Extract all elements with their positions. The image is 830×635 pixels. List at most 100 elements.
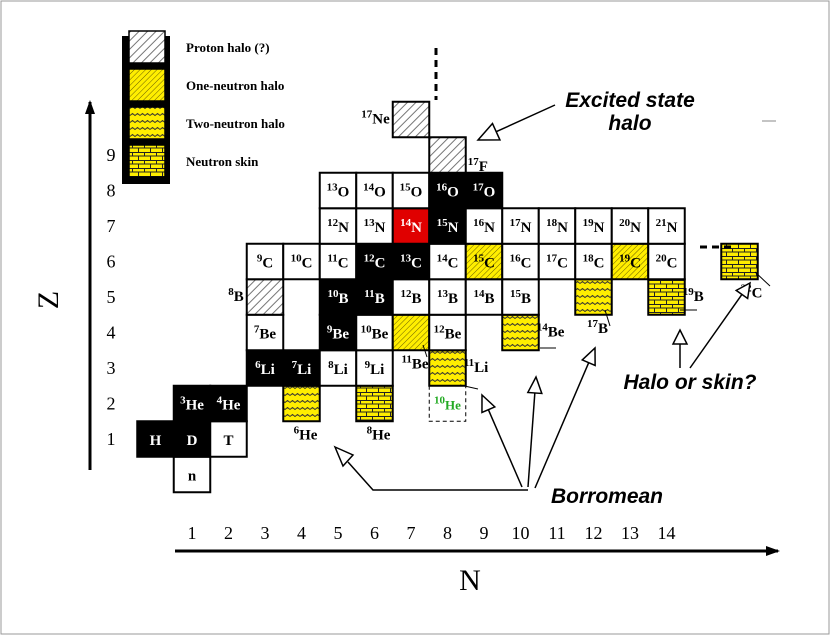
- mass-number: 14: [400, 217, 412, 229]
- z-axis-title: Z: [32, 291, 65, 309]
- element-symbol: C: [594, 256, 605, 272]
- mass-number: 17: [587, 318, 599, 330]
- mass-number: 6: [255, 359, 261, 371]
- element-symbol: N: [375, 220, 386, 236]
- excited-state-label-line2: halo: [608, 112, 651, 135]
- nuclide-cell-20C: [647, 242, 686, 281]
- nuclide-cell-6He: [282, 384, 321, 423]
- nuclide-cell-15N: [428, 207, 467, 245]
- mass-number: 8: [328, 359, 334, 371]
- nuclide-label-16O: 16O: [436, 182, 459, 201]
- mass-number: 14: [537, 322, 549, 334]
- mass-number: 11: [364, 288, 374, 300]
- n-tick-label: 12: [585, 523, 603, 543]
- nuclide-cell-17O: [464, 171, 504, 210]
- n-tick-label: 13: [621, 523, 639, 543]
- element-symbol: He: [222, 398, 241, 414]
- nuclide-label-20C: 20C: [656, 253, 678, 272]
- excited-state-label: Excited state: [565, 89, 695, 112]
- nuclide-cell-17C: [537, 242, 577, 281]
- nuclide-label-9C: 9C: [257, 253, 273, 272]
- borromean-arrow-6he-shaft: [347, 461, 528, 491]
- element-symbol: C: [667, 256, 678, 272]
- mass-number: 13: [364, 217, 376, 229]
- nuclide-label-17F: 17F: [468, 156, 488, 175]
- element-symbol: C: [484, 256, 495, 272]
- element-symbol: B: [448, 291, 458, 307]
- nuclide-label-11Li: 11Li: [464, 357, 489, 376]
- nuclide-label-19N: 19N: [583, 217, 605, 236]
- nuclide-label-10C: 10C: [291, 253, 313, 272]
- mass-number: 10: [327, 288, 339, 300]
- legend-label-proton: Proton halo (?): [186, 40, 270, 55]
- element-symbol: Be: [445, 327, 462, 343]
- z-tick-label: 3: [107, 358, 116, 378]
- nuclide-label-20N: 20N: [619, 217, 641, 236]
- mass-number: 12: [400, 288, 412, 300]
- element-symbol: Be: [372, 327, 389, 343]
- nuclide-label-3He: 3He: [180, 395, 204, 414]
- legend: Proton halo (?) One-neutron halo Two-neutr…: [122, 30, 285, 184]
- nuclide-label-15N: 15N: [437, 217, 459, 236]
- mass-number: 6: [294, 424, 300, 436]
- borromean-label: Borromean: [551, 485, 663, 508]
- nuclide-label-11Be: 11Be: [401, 353, 428, 372]
- element-symbol: C: [521, 256, 532, 272]
- z-tick-label: 9: [107, 145, 116, 165]
- nuclide-label-14B: 14B: [473, 288, 494, 307]
- mass-number: 11: [401, 353, 411, 365]
- legend-label-skin: Neutron skin: [186, 154, 259, 169]
- element-symbol: He: [372, 427, 391, 443]
- nuclide-cell-4He: [209, 384, 248, 423]
- nuclide-cell-12Be: [428, 313, 467, 352]
- nuclide-cell-22C: [720, 242, 759, 281]
- nuclide-cells: [136, 100, 759, 494]
- nuclide-label-16C: 16C: [510, 253, 532, 272]
- nuclide-label-10B: 10B: [327, 288, 348, 307]
- z-tick-label: 5: [107, 287, 116, 307]
- nuclide-label-T: T: [223, 433, 233, 449]
- nuclide-cell-H: [136, 420, 175, 458]
- element-symbol: N: [448, 220, 459, 236]
- halo-arrow-22c-head: [734, 281, 751, 300]
- element-symbol: B: [411, 291, 421, 307]
- nuclide-cell-14N: [391, 207, 431, 245]
- mass-number: 13: [437, 288, 449, 300]
- nuclide-cell-9Li: [355, 349, 394, 387]
- nuclide-cell-15C: [464, 242, 504, 281]
- nuclide-label-7Li: 7Li: [292, 359, 312, 378]
- leader-17b: [604, 309, 611, 327]
- element-symbol: He: [186, 398, 205, 414]
- element-symbol: B: [598, 321, 608, 337]
- mass-number: 13: [400, 253, 412, 265]
- nuclide-cell-12N: [318, 207, 358, 245]
- nuclide-label-8He: 8He: [367, 424, 391, 443]
- nuclide-label-17O: 17O: [473, 182, 496, 201]
- n-tick-label: 4: [297, 523, 306, 543]
- element-symbol: Be: [412, 356, 429, 372]
- mass-number: 18: [583, 253, 595, 265]
- element-symbol: C: [557, 256, 568, 272]
- element-symbol: O: [447, 185, 459, 201]
- mass-number: 19: [583, 217, 595, 229]
- borromean-arrow-11li-shaft: [487, 409, 523, 488]
- nuclide-label-14N: 14N: [400, 217, 422, 236]
- element-symbol: D: [187, 433, 198, 449]
- nuclide-label-17B: 17B: [587, 318, 608, 337]
- element-symbol: C: [262, 256, 273, 272]
- leader-22c: [754, 271, 771, 287]
- nuclide-cell-10B: [318, 278, 358, 316]
- element-symbol: B: [234, 289, 244, 305]
- element-symbol: Li: [297, 362, 311, 378]
- mass-number: 7: [254, 324, 260, 336]
- mass-number: 11: [464, 357, 474, 369]
- element-symbol: C: [630, 256, 641, 272]
- z-tick-label: 4: [107, 323, 116, 343]
- mass-number: 20: [619, 217, 631, 229]
- element-symbol: Li: [474, 360, 488, 376]
- nuclide-label-14Be: 14Be: [537, 322, 565, 341]
- nuclide-label-8B: 8B: [228, 286, 244, 305]
